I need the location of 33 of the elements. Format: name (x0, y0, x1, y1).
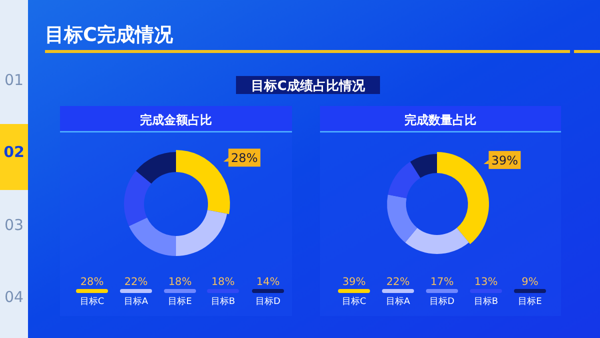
text: 01 (4, 71, 24, 89)
legend-label: 目标C (342, 296, 366, 307)
donut-slice (128, 218, 176, 256)
data-label: 18% (168, 276, 192, 288)
legend-label: 目标A (386, 296, 411, 307)
chart-title: 完成金额占比 (140, 113, 212, 127)
legend-label: 目标D (430, 296, 455, 307)
data-label: 9% (522, 276, 538, 288)
text: 04 (4, 288, 24, 306)
donut-slice (124, 170, 152, 226)
data-label: 22% (124, 276, 148, 288)
data-label: 39% (491, 153, 518, 168)
text: 目标C完成情况 (45, 24, 174, 46)
data-label: 13% (474, 276, 498, 288)
chart-title: 完成数量占比 (404, 113, 476, 127)
legend-label: 目标E (518, 296, 542, 307)
text: 39% (342, 276, 366, 288)
legend-label: 目标A (124, 296, 149, 307)
text: 02 (4, 143, 24, 161)
data-label: 17% (430, 276, 454, 288)
data-label: 28% (231, 151, 258, 166)
legend-label: 目标C (80, 296, 104, 307)
legend-label: 目标E (168, 296, 192, 307)
data-label: 22% (386, 276, 410, 288)
legend-label: 目标B (474, 296, 498, 307)
text: 03 (4, 216, 24, 234)
text: 28% (80, 276, 104, 288)
data-label: 14% (256, 276, 280, 288)
text: 目标C成绩占比情况 (251, 79, 366, 94)
legend-label: 目标B (210, 296, 236, 307)
data-label: 18% (211, 276, 235, 288)
legend-label: 目标D (256, 296, 281, 307)
donut-slice (176, 210, 228, 256)
